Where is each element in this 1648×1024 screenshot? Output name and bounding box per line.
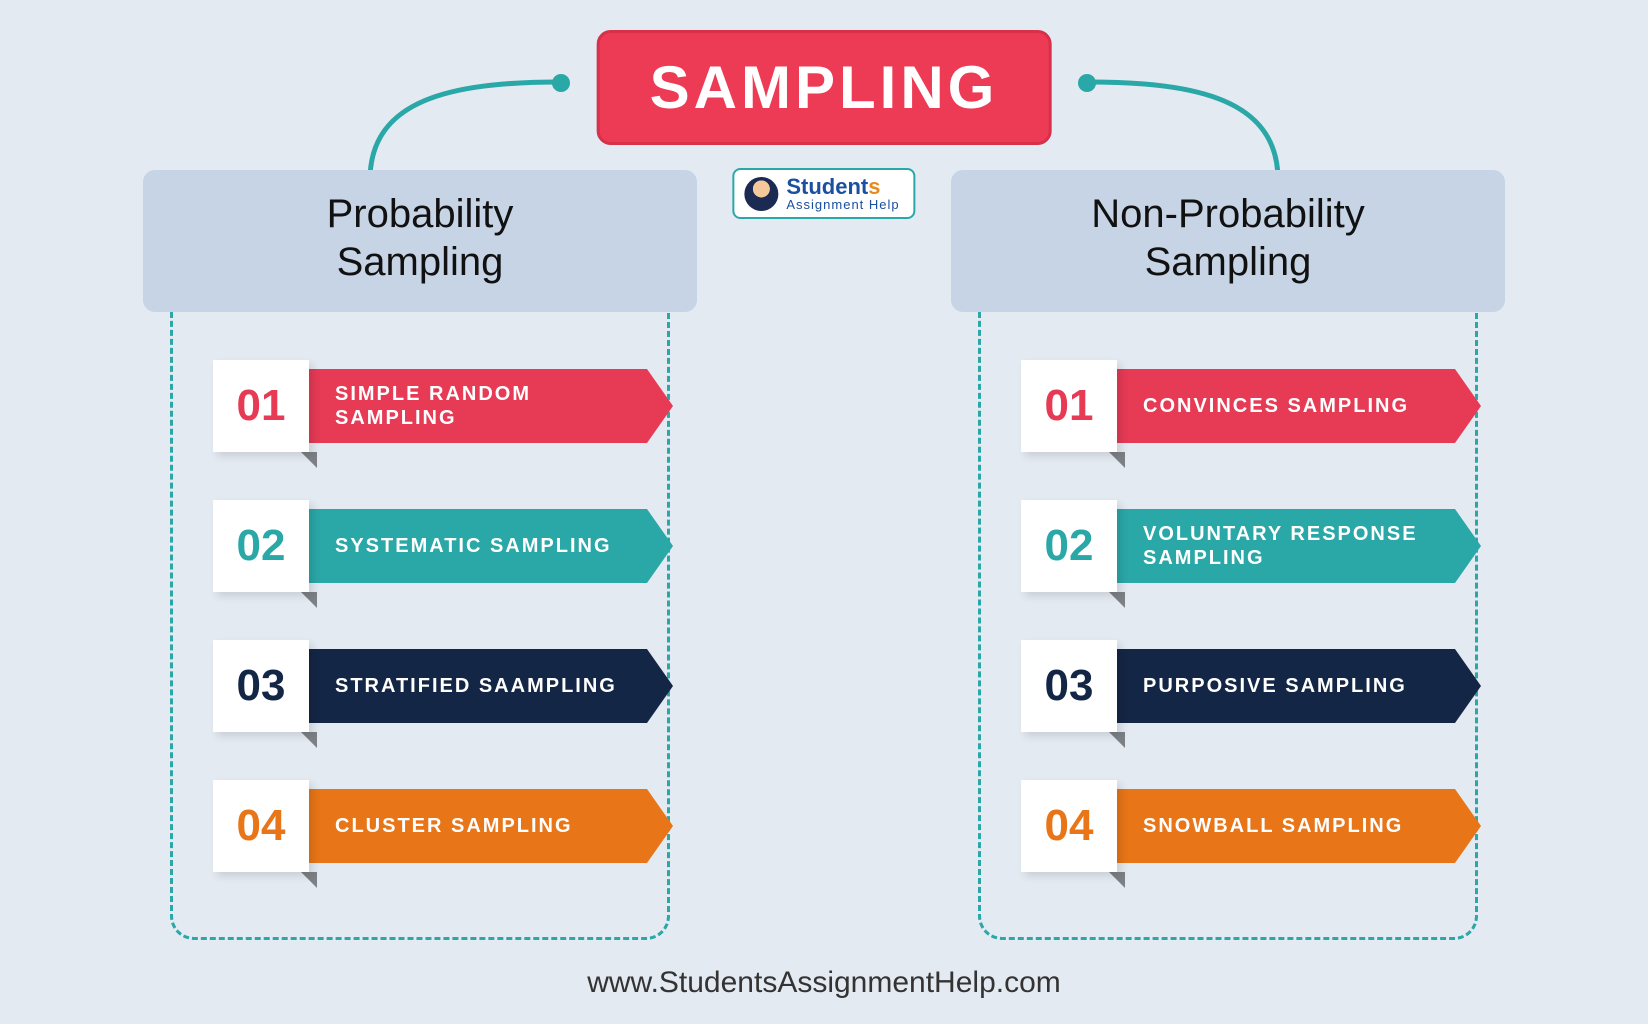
main-title: SAMPLING xyxy=(597,30,1052,145)
avatar-icon xyxy=(744,177,778,211)
fold-icon xyxy=(301,732,317,748)
list-item: 02 SYSTEMATIC SAMPLING xyxy=(213,500,647,592)
item-label: CONVINCES SAMPLING xyxy=(1143,394,1409,418)
item-label: VOLUNTARY RESPONSE SAMPLING xyxy=(1143,522,1455,570)
logo-line1a: Student xyxy=(786,174,868,199)
item-number: 03 xyxy=(1021,640,1117,732)
list-item: 03 STRATIFIED SAAMPLING xyxy=(213,640,647,732)
fold-icon xyxy=(1109,592,1125,608)
logo-line2: Assignment Help xyxy=(786,198,899,211)
fold-icon xyxy=(301,452,317,468)
item-number: 02 xyxy=(213,500,309,592)
logo-text: Students Assignment Help xyxy=(786,176,899,211)
list-item: 04 CLUSTER SAMPLING xyxy=(213,780,647,872)
item-label: SIMPLE RANDOM SAMPLING xyxy=(335,382,647,430)
items-probability: 01 SIMPLE RANDOM SAMPLING 02 SYSTEMATIC … xyxy=(213,360,647,872)
logo-badge: Students Assignment Help xyxy=(732,168,915,219)
item-label: CLUSTER SAMPLING xyxy=(335,814,573,838)
item-number: 02 xyxy=(1021,500,1117,592)
fold-icon xyxy=(301,872,317,888)
list-item: 01 CONVINCES SAMPLING xyxy=(1021,360,1455,452)
column-header-probability: ProbabilitySampling xyxy=(143,170,697,312)
item-label: PURPOSIVE SAMPLING xyxy=(1143,674,1407,698)
column-header-nonprobability: Non-ProbabilitySampling xyxy=(951,170,1505,312)
fold-icon xyxy=(1109,872,1125,888)
list-item: 02 VOLUNTARY RESPONSE SAMPLING xyxy=(1021,500,1455,592)
list-item: 04 SNOWBALL SAMPLING xyxy=(1021,780,1455,872)
item-label: SYSTEMATIC SAMPLING xyxy=(335,534,612,558)
item-number: 04 xyxy=(213,780,309,872)
items-nonprobability: 01 CONVINCES SAMPLING 02 VOLUNTARY RESPO… xyxy=(1021,360,1455,872)
list-item: 01 SIMPLE RANDOM SAMPLING xyxy=(213,360,647,452)
logo-line1b: s xyxy=(868,174,880,199)
column-probability: ProbabilitySampling 01 SIMPLE RANDOM SAM… xyxy=(170,200,670,940)
item-number: 01 xyxy=(1021,360,1117,452)
item-number: 04 xyxy=(1021,780,1117,872)
fold-icon xyxy=(1109,452,1125,468)
item-label: SNOWBALL SAMPLING xyxy=(1143,814,1403,838)
item-number: 01 xyxy=(213,360,309,452)
item-label: STRATIFIED SAAMPLING xyxy=(335,674,617,698)
fold-icon xyxy=(301,592,317,608)
column-nonprobability: Non-ProbabilitySampling 01 CONVINCES SAM… xyxy=(978,200,1478,940)
item-number: 03 xyxy=(213,640,309,732)
fold-icon xyxy=(1109,732,1125,748)
footer-url: www.StudentsAssignmentHelp.com xyxy=(587,966,1061,1000)
list-item: 03 PURPOSIVE SAMPLING xyxy=(1021,640,1455,732)
